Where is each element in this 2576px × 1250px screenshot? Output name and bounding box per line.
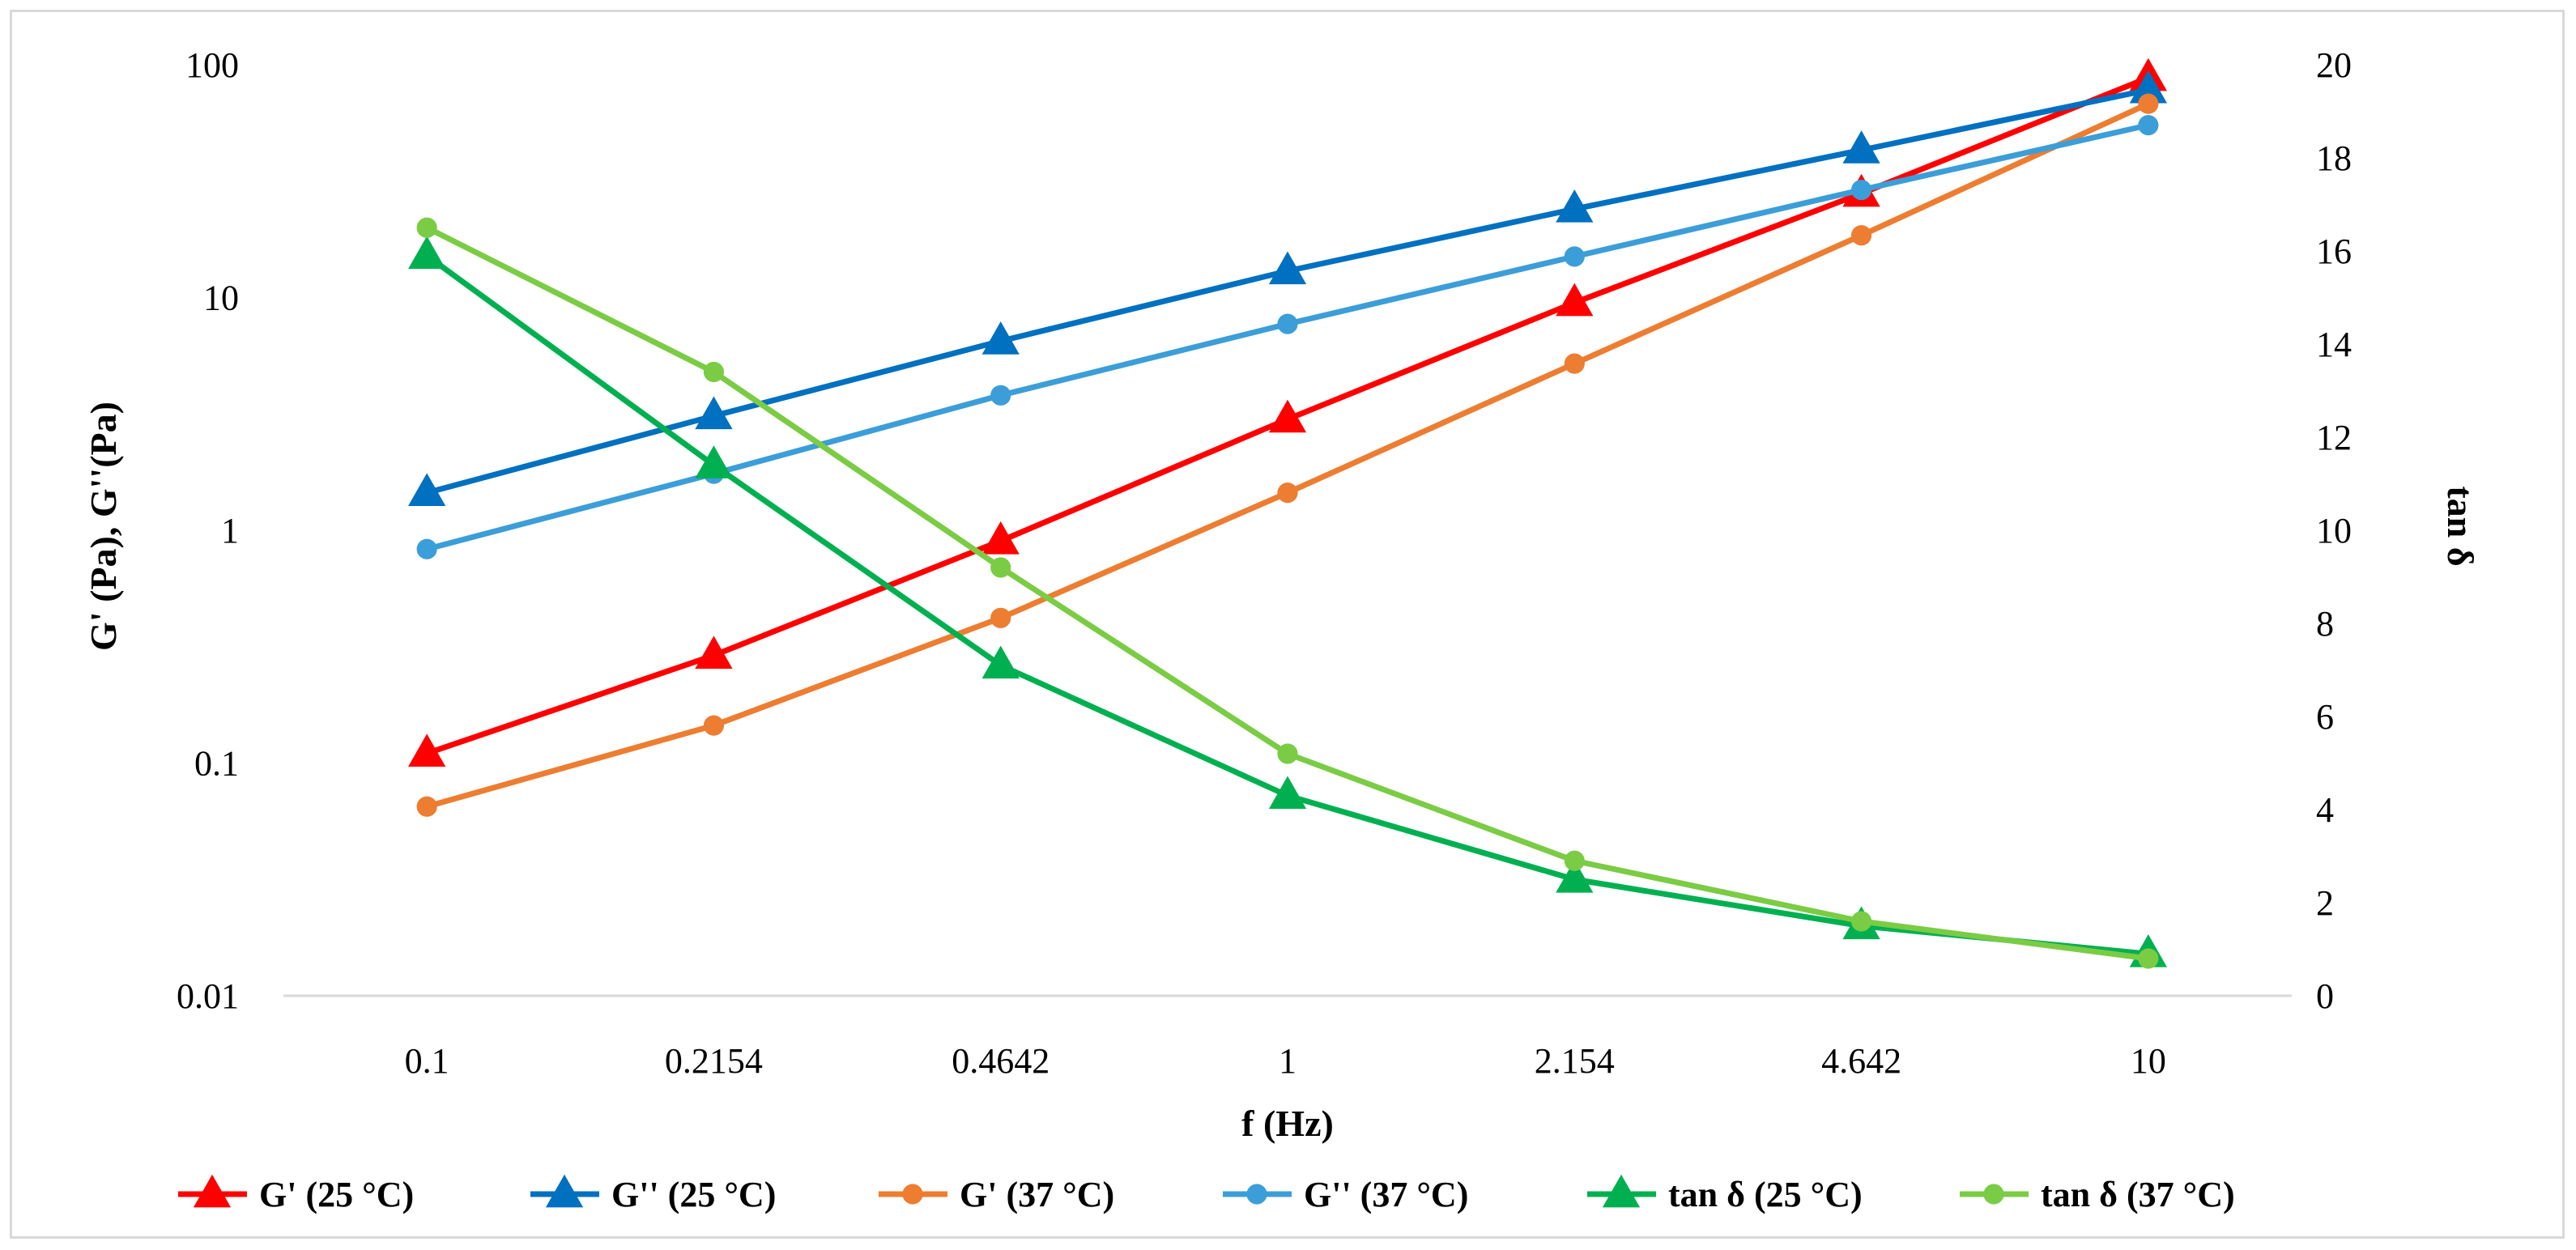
right-y-tick-label: 14 (2316, 325, 2352, 364)
right-y-tick-label: 20 (2316, 45, 2352, 85)
data-point-marker (1602, 1174, 1641, 1208)
x-tick-label: 0.1 (405, 1041, 449, 1081)
left-y-tick-label: 1 (221, 511, 239, 551)
legend-label: G' (25 °C) (259, 1175, 414, 1214)
x-tick-label: 10 (2131, 1041, 2166, 1081)
data-point-marker (981, 321, 1020, 355)
data-point-marker (1277, 483, 1298, 504)
left-y-tick-label: 10 (203, 278, 239, 318)
legend-item: G'' (37 °C) (1223, 1175, 1468, 1214)
x-axis-ticks: 0.1 0.2154 0.4642 1 2.154 4.642 10 (405, 1041, 2166, 1081)
legend-label: G'' (25 °C) (611, 1175, 776, 1214)
x-tick-label: 4.642 (1821, 1041, 1901, 1081)
data-point-marker (981, 521, 1020, 555)
chart-frame (10, 10, 2565, 1239)
data-point-marker (990, 557, 1011, 578)
right-y-tick-label: 0 (2316, 976, 2334, 1016)
data-point-marker (2129, 70, 2167, 104)
data-point-marker (1842, 130, 1880, 164)
data-point-marker (695, 396, 733, 430)
left-y-axis-title: G' (Pa), G''(Pa) (83, 402, 124, 651)
data-point-marker (193, 1174, 232, 1208)
data-point-marker (2138, 115, 2159, 136)
series-2 (416, 93, 2159, 817)
data-point-marker (990, 607, 1011, 628)
data-point-marker (1564, 850, 1585, 871)
data-point-marker (1556, 283, 1594, 317)
right-y-tick-label: 10 (2316, 511, 2352, 551)
data-point-marker (1983, 1184, 2004, 1205)
series-4 (408, 236, 2167, 967)
data-point-marker (2138, 948, 2159, 969)
x-tick-label: 1 (1279, 1041, 1297, 1081)
data-point-marker (990, 385, 1011, 406)
left-y-tick-label: 0.1 (194, 744, 239, 784)
legend-label: tan δ (25 °C) (1668, 1175, 1863, 1214)
data-point-marker (981, 645, 1020, 679)
data-point-marker (1268, 776, 1307, 810)
data-point-marker (416, 796, 437, 817)
legend: G' (25 °C) G'' (25 °C) G' (37 °C) G'' (37 °… (178, 1174, 2235, 1214)
series-line (426, 100, 2150, 810)
right-y-tick-label: 16 (2316, 232, 2352, 271)
series-5 (416, 217, 2159, 969)
right-y-tick-label: 2 (2316, 883, 2334, 923)
data-point-marker (703, 361, 725, 383)
left-y-axis-ticks: 0.01 0.1 1 10 100 (177, 45, 239, 1016)
right-y-tick-label: 8 (2316, 604, 2334, 644)
data-point-marker (1556, 189, 1594, 223)
data-point-marker (416, 538, 437, 559)
legend-item: G'' (25 °C) (530, 1174, 776, 1214)
legend-item: tan δ (37 °C) (1960, 1175, 2235, 1214)
data-point-marker (1277, 743, 1298, 764)
x-tick-label: 0.2154 (665, 1041, 763, 1081)
legend-item: tan δ (25 °C) (1587, 1174, 1863, 1214)
legend-label: tan δ (37 °C) (2041, 1175, 2235, 1214)
x-tick-label: 0.4642 (952, 1041, 1050, 1081)
data-point-marker (1268, 251, 1307, 285)
data-point-marker (1850, 911, 1872, 932)
data-point-marker (2138, 93, 2159, 114)
data-point-marker (1850, 225, 1872, 246)
x-tick-label: 2.154 (1535, 1041, 1615, 1081)
data-point-marker (695, 636, 733, 669)
data-point-marker (1850, 179, 1872, 201)
data-point-marker (703, 715, 725, 736)
series-0 (408, 57, 2167, 767)
right-y-tick-label: 12 (2316, 418, 2352, 457)
data-point-marker (408, 733, 446, 767)
data-point-marker (695, 445, 733, 478)
legend-item: G' (25 °C) (178, 1174, 414, 1214)
data-point-marker (902, 1184, 923, 1205)
legend-label: G' (37 °C) (960, 1175, 1114, 1214)
data-point-marker (1564, 353, 1585, 374)
right-y-axis-ticks: 0 2 4 6 8 10 12 14 16 18 20 (2316, 45, 2352, 1016)
legend-label: G'' (37 °C) (1304, 1175, 1468, 1214)
data-point-marker (416, 217, 437, 238)
left-y-tick-label: 0.01 (177, 976, 239, 1016)
data-point-marker (1564, 246, 1585, 267)
left-y-tick-label: 100 (185, 45, 239, 85)
data-point-marker (1277, 313, 1298, 334)
right-y-tick-label: 6 (2316, 697, 2334, 737)
right-y-tick-label: 4 (2316, 790, 2334, 830)
data-point-marker (545, 1174, 584, 1208)
x-axis-title: f (Hz) (1241, 1103, 1334, 1144)
legend-item: G' (37 °C) (879, 1175, 1114, 1214)
data-point-marker (1268, 399, 1307, 433)
series-line (425, 225, 2149, 962)
data-point-marker (408, 473, 446, 507)
data-point-marker (408, 236, 446, 270)
right-y-tick-label: 18 (2316, 138, 2352, 178)
data-point-marker (1556, 860, 1594, 893)
series-1 (408, 70, 2167, 507)
data-point-marker (1246, 1184, 1267, 1205)
right-y-axis-title: tan δ (2440, 486, 2481, 566)
series-layer (408, 57, 2167, 969)
